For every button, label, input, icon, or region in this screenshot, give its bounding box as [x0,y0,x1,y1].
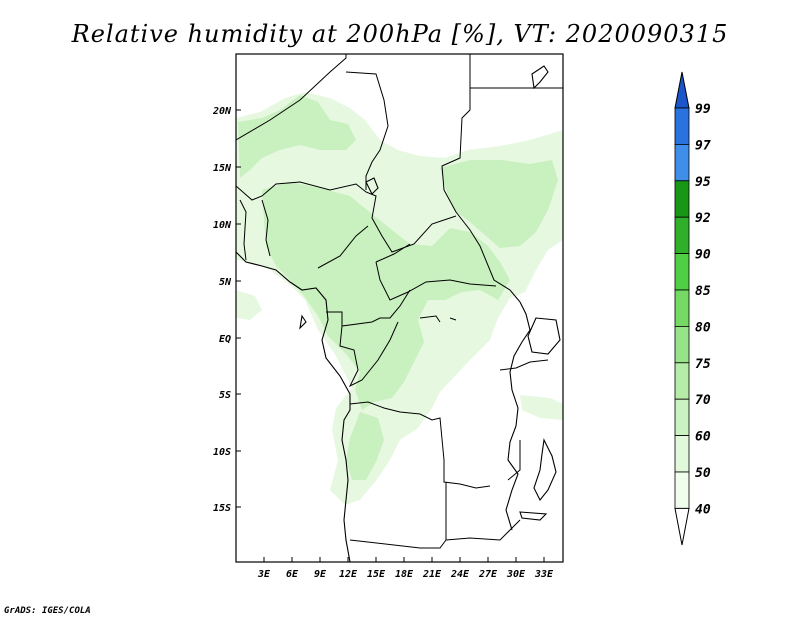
lon-tick-label: 15E [367,569,386,580]
border-nigeria-cameroon [317,225,369,269]
lon-tick-label: 27E [478,569,498,580]
colorbar: 99 97 95 92 90 85 80 75 70 60 50 40 [674,71,711,546]
border-niger-chad [345,71,389,190]
lon-tick-label: 18E [395,569,414,580]
colorbar-label: 60 [695,430,711,445]
humidity-area-60-70-central [262,182,510,410]
border-zambia-south [445,519,521,541]
colorbar-segment [674,216,690,254]
lat-tick-label: 15N [213,163,232,174]
colorbar-segment [674,143,690,182]
border-car-drc [375,261,497,301]
colorbar-top-triangle [674,71,690,109]
border-drc-angola [349,401,491,489]
lake-kariba [519,511,548,521]
lat-tick-label: 10N [213,220,232,231]
latitude-axis: 20N 15N 10N 5N EQ 5S 10S 15S [212,106,241,514]
colorbar-segment [674,289,690,327]
lon-tick-label: 3E [257,569,271,580]
colorbar-label: 75 [695,357,711,372]
border-tanzania-zambia [507,440,521,481]
lat-tick-label: 5N [219,277,232,288]
colorbar-label: 85 [695,284,711,299]
border-togo [239,199,247,261]
lon-tick-label: 6E [286,569,299,580]
colorbar-label: 70 [695,393,711,408]
chart-title: Relative humidity at 200hPa [%], VT: 202… [71,20,729,48]
colorbar-segment [674,435,690,473]
colorbar-segment [674,253,690,291]
colorbar-segment [674,325,690,364]
border-cameroon-gabon-congo [326,289,411,327]
humidity-area-west [236,290,262,320]
lon-tick-label: 30E [506,569,526,580]
lake-chad [365,177,379,195]
colorbar-segment [674,180,690,218]
lon-tick-label: 12E [339,569,358,580]
colorbar-label: 95 [695,175,711,190]
coastline-northeast [531,65,549,90]
border-benin-nigeria [261,199,271,257]
lake-tanganyika [505,301,531,531]
river-segments [419,315,457,323]
lat-tick-label: EQ [219,334,231,345]
longitude-axis: 3E 6E 9E 12E 15E 18E 21E 24E 27E 30E 33E [257,557,554,580]
lat-tick-label: 20N [212,106,232,117]
humidity-area-60-70-northeast [440,160,558,248]
border-east [499,359,549,371]
map-frame [235,53,564,563]
lake-malawi [533,438,557,502]
colorbar-label: 40 [695,502,711,517]
border-congo-drc [339,321,399,388]
lat-tick-label: 15S [213,503,231,514]
colorbar-segment [674,398,690,437]
colorbar-segment [674,107,690,145]
humidity-field [236,92,563,505]
lake-victoria [527,317,561,355]
lon-tick-label: 33E [534,569,554,580]
border-chad-sudan [441,54,521,303]
lon-tick-label: 24E [450,569,470,580]
colorbar-label: 92 [695,211,711,226]
island-bioko [299,314,307,330]
credit-text: GrADS: IGES/COLA [4,606,91,616]
border-algeria-niger [236,54,347,141]
coastlines-and-borders [236,54,563,562]
colorbar-segment [674,471,690,509]
lat-tick-label: 5S [219,390,231,401]
colorbar-label: 50 [695,466,711,481]
border-niger-nigeria-chad [236,181,457,253]
atlantic-coastline [236,251,351,562]
humidity-area-60-70-north [238,95,356,178]
colorbar-label: 99 [695,102,711,117]
humidity-area-60-70-south [346,412,384,480]
colorbar-segment [674,362,690,400]
lat-tick-label: 10S [213,447,231,458]
humidity-area-east [520,395,563,420]
border-angola-namibia [349,482,447,549]
colorbar-bottom-triangle [674,507,690,546]
map-panel: 20N 15N 10N 5N EQ 5S 10S 15S 3E 6E 9E 12… [212,53,564,580]
border-cameroon-car [375,243,411,263]
lon-tick-label: 9E [314,569,327,580]
lon-tick-label: 21E [422,569,442,580]
colorbar-label: 90 [695,248,711,263]
colorbar-label: 97 [695,138,711,153]
colorbar-label: 80 [695,320,711,335]
